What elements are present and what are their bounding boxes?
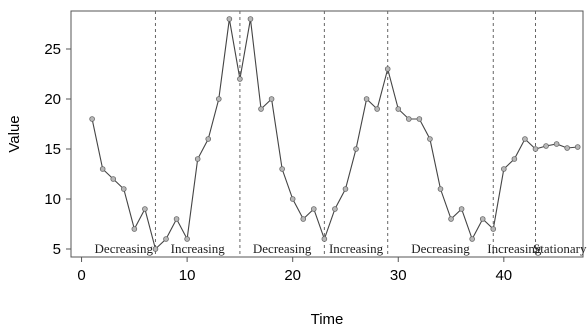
y-tick-label: 15 [44,141,61,158]
data-point [289,196,296,202]
data-point [532,146,539,152]
data-point [247,16,254,22]
data-point [574,144,581,150]
data-point [321,236,328,242]
data-point [173,216,180,222]
data-point [279,166,285,172]
y-axis-title: Value [6,115,23,152]
data-point [490,226,497,232]
segment-label: Increasing [171,241,226,256]
data-point [226,16,233,22]
data-point [564,145,570,151]
data-point [416,116,423,122]
data-point [163,236,169,242]
data-point [99,166,106,172]
segment-labels: Decreasing Increasing Decreasing Increasing… [95,241,587,256]
x-axis: 0 10 20 30 40 [77,257,512,284]
data-point [89,116,95,122]
data-point [353,146,359,152]
data-point [458,206,465,212]
segment-label: Stationary [533,241,587,256]
data-point [511,156,518,162]
segment-label: Increasing [487,241,542,256]
x-tick-label: 10 [179,267,196,284]
segment-label: Decreasing [253,241,312,256]
y-tick-label: 25 [44,41,61,58]
data-point [237,76,243,82]
data-point [501,166,507,172]
y-tick-label: 10 [44,191,61,208]
data-point [342,186,349,192]
y-axis: 5 10 15 20 25 [44,41,71,258]
data-point [300,216,307,222]
data-point [332,206,338,212]
plot-area [70,10,584,258]
data-point [543,143,549,149]
data-point [131,226,138,232]
data-point [184,236,190,242]
segment-boundaries [154,11,536,257]
y-tick-label: 5 [53,241,61,258]
x-tick-label: 30 [390,267,407,284]
data-point [311,206,317,212]
y-tick-label: 20 [44,91,61,108]
x-tick-label: 40 [495,267,512,284]
data-point [205,136,212,142]
data-point [406,116,412,122]
data-point [469,236,475,242]
x-axis-title: Time [311,311,344,328]
data-point [384,66,391,72]
data-point [448,216,454,222]
data-point [268,96,275,102]
segment-label: Decreasing [95,241,154,256]
data-point [553,141,560,147]
segment-label: Increasing [329,241,384,256]
data-point [437,186,444,192]
data-point [110,176,117,182]
data-point [120,186,127,192]
data-point [194,156,201,162]
x-tick-label: 0 [77,267,85,284]
series-line [91,18,578,251]
data-point [142,206,148,212]
data-point [363,96,370,102]
data-point [479,216,486,222]
data-point [258,106,264,112]
segment-label: Decreasing [411,241,470,256]
data-point [152,246,159,252]
series-layer [89,16,581,252]
x-tick-label: 20 [284,267,301,284]
data-point [427,136,433,142]
plot-frame [70,10,584,258]
data-point [395,106,402,112]
data-point [215,96,222,102]
data-point [374,106,380,112]
data-point [522,136,528,142]
